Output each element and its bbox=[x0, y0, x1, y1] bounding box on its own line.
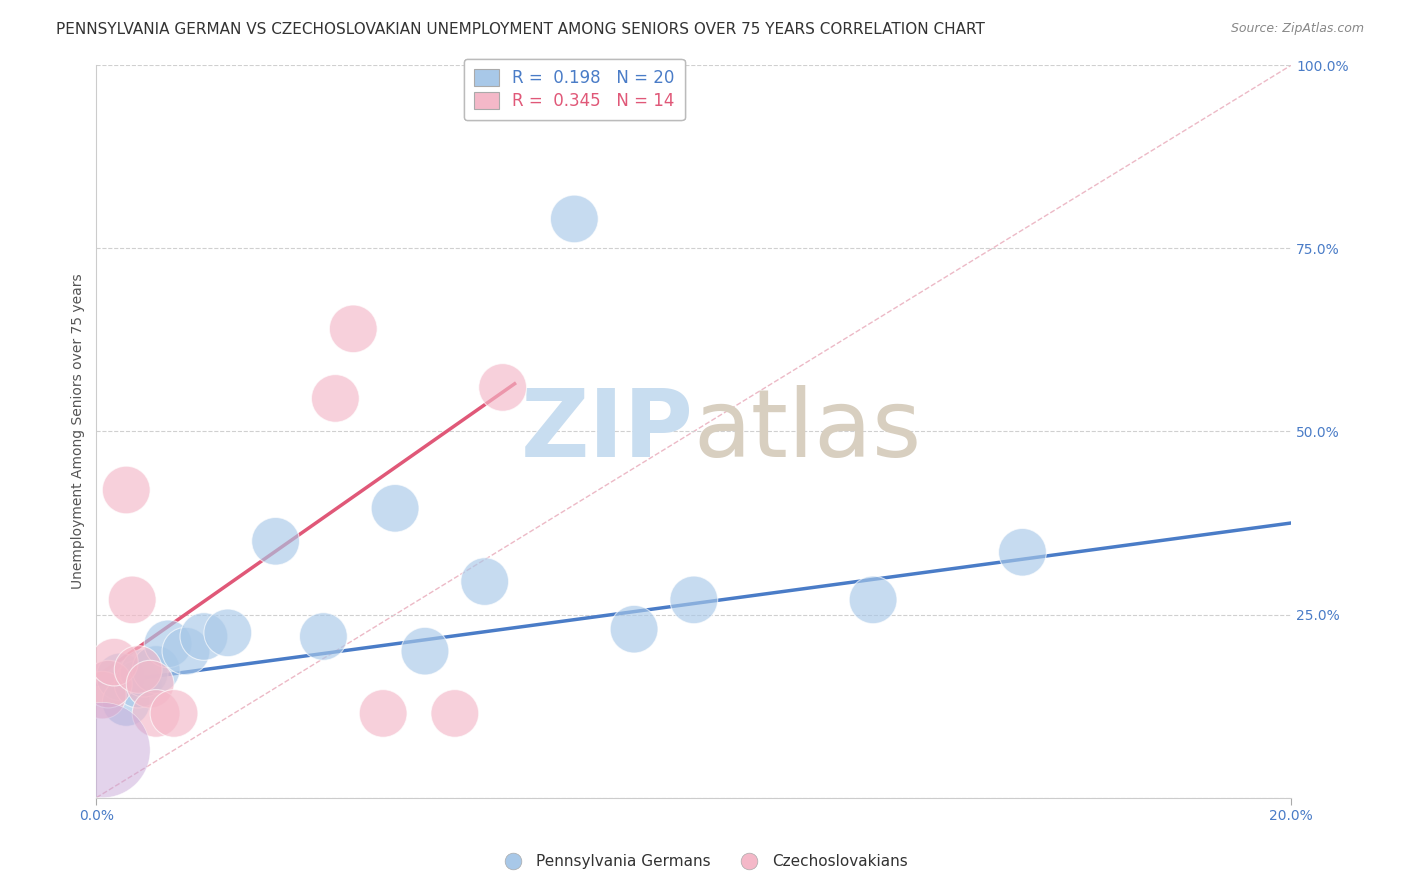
Ellipse shape bbox=[145, 620, 193, 667]
Ellipse shape bbox=[204, 609, 252, 657]
Ellipse shape bbox=[127, 660, 174, 708]
Ellipse shape bbox=[103, 467, 150, 514]
Ellipse shape bbox=[103, 679, 150, 726]
Ellipse shape bbox=[371, 484, 419, 533]
Text: atlas: atlas bbox=[693, 385, 922, 477]
Ellipse shape bbox=[108, 576, 156, 624]
Legend: R =  0.198   N = 20, R =  0.345   N = 14: R = 0.198 N = 20, R = 0.345 N = 14 bbox=[464, 59, 685, 120]
Ellipse shape bbox=[299, 613, 347, 660]
Ellipse shape bbox=[114, 660, 162, 708]
Ellipse shape bbox=[121, 649, 169, 697]
Ellipse shape bbox=[97, 653, 145, 700]
Text: ZIP: ZIP bbox=[522, 385, 693, 477]
Ellipse shape bbox=[162, 627, 209, 675]
Ellipse shape bbox=[312, 375, 360, 422]
Ellipse shape bbox=[150, 690, 198, 737]
Ellipse shape bbox=[461, 558, 509, 606]
Ellipse shape bbox=[55, 702, 150, 797]
Ellipse shape bbox=[252, 517, 299, 566]
Ellipse shape bbox=[84, 660, 132, 708]
Text: PENNSYLVANIA GERMAN VS CZECHOSLOVAKIAN UNEMPLOYMENT AMONG SENIORS OVER 75 YEARS : PENNSYLVANIA GERMAN VS CZECHOSLOVAKIAN U… bbox=[56, 22, 986, 37]
Ellipse shape bbox=[432, 690, 479, 737]
Ellipse shape bbox=[401, 627, 449, 675]
Ellipse shape bbox=[998, 528, 1046, 576]
Ellipse shape bbox=[479, 364, 526, 411]
Ellipse shape bbox=[114, 646, 162, 693]
Ellipse shape bbox=[849, 576, 897, 624]
Ellipse shape bbox=[90, 639, 138, 686]
Ellipse shape bbox=[610, 606, 658, 653]
Ellipse shape bbox=[132, 646, 180, 693]
Ellipse shape bbox=[360, 690, 408, 737]
Text: Source: ZipAtlas.com: Source: ZipAtlas.com bbox=[1230, 22, 1364, 36]
Ellipse shape bbox=[79, 672, 127, 719]
Ellipse shape bbox=[180, 613, 228, 660]
Ellipse shape bbox=[329, 305, 377, 352]
Ellipse shape bbox=[132, 690, 180, 737]
Ellipse shape bbox=[550, 195, 598, 243]
Ellipse shape bbox=[669, 576, 717, 624]
Y-axis label: Unemployment Among Seniors over 75 years: Unemployment Among Seniors over 75 years bbox=[72, 274, 86, 590]
Legend: Pennsylvania Germans, Czechoslovakians: Pennsylvania Germans, Czechoslovakians bbox=[492, 848, 914, 875]
Ellipse shape bbox=[84, 660, 132, 708]
